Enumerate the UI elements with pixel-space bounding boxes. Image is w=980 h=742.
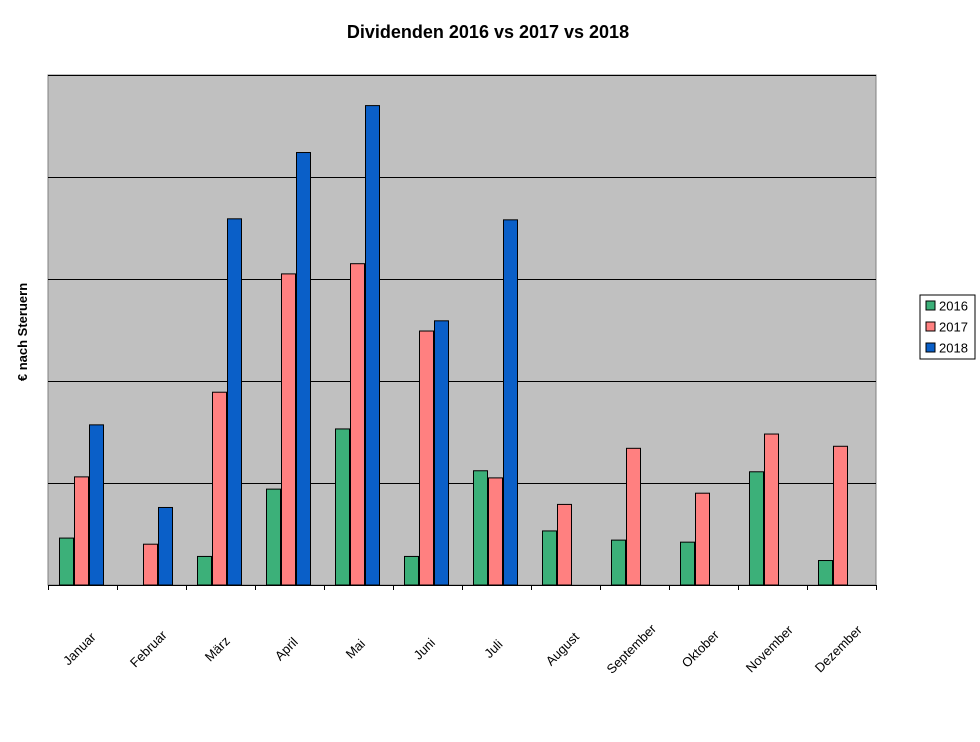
bar-2017-Dezember (833, 445, 848, 586)
bar-2017-Februar (143, 543, 158, 586)
x-tick-label: Oktober (679, 627, 723, 671)
chart-title: Dividenden 2016 vs 2017 vs 2018 (347, 22, 629, 42)
legend-label: 2016 (939, 299, 968, 314)
legend-label: 2018 (939, 341, 968, 356)
bar-2017-Oktober (695, 492, 710, 586)
bar-2017-Juni (419, 330, 434, 586)
legend: 2016 2017 2018 (919, 294, 976, 360)
bar-2017-April (281, 273, 296, 586)
bar-2016-April (266, 488, 281, 586)
x-tick-label: Februar (127, 627, 170, 670)
x-tick-label: Januar (60, 629, 99, 668)
bar-2017-Juli (488, 477, 503, 586)
y-axis-label: € nach Steruern (15, 283, 30, 381)
x-tick-label: November (743, 622, 796, 675)
bar-2016-Juli (473, 470, 488, 586)
x-tick-label: Juli (481, 637, 505, 661)
bar-2016-Juni (404, 555, 419, 586)
legend-label: 2017 (939, 320, 968, 335)
bar-2017-November (764, 433, 779, 586)
bar-2016-März (197, 555, 212, 586)
bar-2018-Januar (89, 424, 104, 586)
x-tick-label: April (272, 634, 301, 663)
bar-2016-September (611, 539, 626, 586)
x-tick-label: September (604, 621, 660, 677)
x-tick-label: März (202, 633, 233, 664)
bar-2017-August (557, 503, 572, 586)
plot-background (47, 74, 877, 586)
legend-swatch-2016 (925, 300, 936, 311)
bar-2017-Januar (74, 476, 89, 586)
bar-2018-Juni (434, 320, 449, 586)
bar-2016-August (542, 530, 557, 586)
bar-2016-Dezember (818, 560, 833, 586)
x-tick-label: Dezember (812, 622, 865, 675)
bar-2018-März (227, 218, 242, 586)
bar-2018-Mai (365, 105, 380, 586)
bar-2016-Oktober (680, 541, 695, 586)
bar-2017-Mai (350, 263, 365, 586)
x-tick-label: Mai (343, 636, 368, 661)
bar-2018-April (296, 152, 311, 586)
bar-2016-November (749, 471, 764, 586)
x-tick-label: Juni (411, 635, 439, 663)
bar-2017-März (212, 391, 227, 586)
bar-2016-Januar (59, 537, 74, 586)
bar-2017-September (626, 447, 641, 586)
bar-2016-Mai (335, 428, 350, 586)
bar-2018-Februar (158, 506, 173, 586)
plot-area: Januar Februar März April Mai Juni Juli August S… (47, 74, 877, 677)
bar-2018-Juli (503, 219, 518, 586)
x-tick-label: August (543, 629, 582, 668)
legend-swatch-2017 (925, 321, 936, 332)
legend-swatch-2018 (925, 342, 936, 353)
